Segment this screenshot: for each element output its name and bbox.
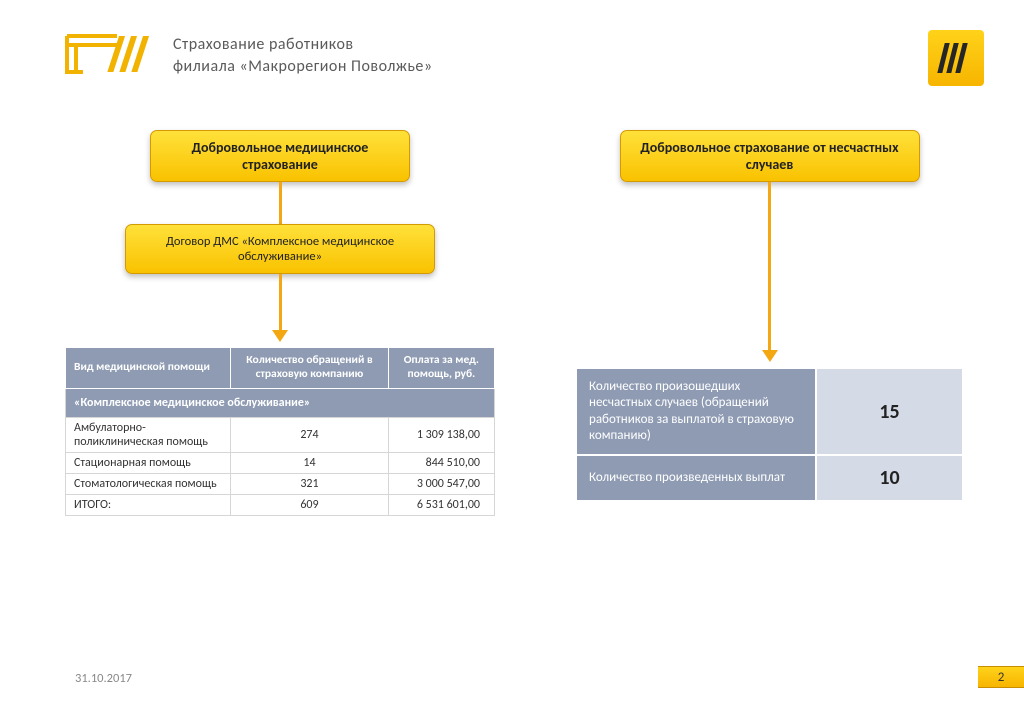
med-row-sum: 844 510,00	[388, 452, 494, 473]
med-row-count: 321	[231, 473, 388, 494]
logo-left	[65, 30, 155, 85]
medical-table: Вид медицинской помощи Количество обраще…	[65, 347, 495, 516]
content-area: Добровольное медицинское страхование Дог…	[65, 130, 964, 648]
arrow-head-icon	[762, 350, 778, 362]
med-subheader: «Комплексное медицинское обслуживание»	[66, 388, 495, 417]
table-row: Стационарная помощь 14 844 510,00	[66, 452, 495, 473]
med-row-sum: 1 309 138,00	[388, 417, 494, 452]
med-row-label: Стоматологическая помощь	[66, 473, 231, 494]
left-main-box: Добровольное медицинское страхование	[150, 130, 410, 182]
connector	[768, 182, 771, 350]
table-row: Амбулаторно-поликлиническая помощь 274 1…	[66, 417, 495, 452]
acc-row-label: Количество произошедших несчастных случа…	[576, 368, 816, 455]
connector	[279, 182, 282, 224]
acc-row-label: Количество произведенных выплат	[576, 455, 816, 501]
med-row-label: Стационарная помощь	[66, 452, 231, 473]
med-row-label: Амбулаторно-поликлиническая помощь	[66, 417, 231, 452]
med-th-count: Количество обращений в страховую компани…	[231, 348, 388, 389]
table-row: ИТОГО: 609 6 531 601,00	[66, 494, 495, 515]
title-line-1: Страхование работников	[173, 34, 928, 56]
table-row: Количество произведенных выплат 10	[576, 455, 963, 501]
title-block: Страхование работников филиала «Макрорег…	[173, 30, 928, 77]
title-line-2: филиала «Макрорегион Поволжье»	[173, 56, 928, 78]
med-row-count: 609	[231, 494, 388, 515]
footer-date: 31.10.2017	[75, 671, 132, 686]
table-row: Количество произошедших несчастных случа…	[576, 368, 963, 455]
column-right: Добровольное страхование от несчастных с…	[495, 130, 964, 648]
page-number: 2	[978, 666, 1024, 688]
med-row-count: 14	[231, 452, 388, 473]
connector	[279, 274, 282, 330]
acc-row-value: 10	[816, 455, 963, 501]
accident-table: Количество произошедших несчастных случа…	[575, 367, 964, 502]
column-left: Добровольное медицинское страхование Дог…	[65, 130, 495, 648]
med-subheader-row: «Комплексное медицинское обслуживание»	[66, 388, 495, 417]
med-row-sum: 6 531 601,00	[388, 494, 494, 515]
acc-row-value: 15	[816, 368, 963, 455]
left-sub-box: Договор ДМС «Комплексное медицинское обс…	[125, 224, 435, 274]
arrow-head-icon	[272, 330, 288, 342]
logo-right	[928, 30, 984, 86]
right-main-box: Добровольное страхование от несчастных с…	[620, 130, 920, 182]
med-row-label: ИТОГО:	[66, 494, 231, 515]
table-row: Стоматологическая помощь 321 3 000 547,0…	[66, 473, 495, 494]
med-th-sum: Оплата за мед. помощь, руб.	[388, 348, 494, 389]
med-row-count: 274	[231, 417, 388, 452]
med-row-sum: 3 000 547,00	[388, 473, 494, 494]
slide-header: Страхование работников филиала «Макрорег…	[65, 30, 984, 100]
med-th-type: Вид медицинской помощи	[66, 348, 231, 389]
